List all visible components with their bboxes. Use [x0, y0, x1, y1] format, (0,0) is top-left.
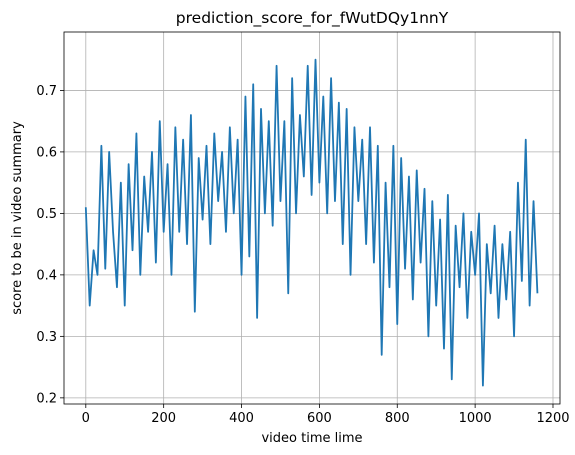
- y-tick-label: 0.5: [36, 207, 57, 222]
- x-tick-label: 800: [385, 411, 410, 426]
- x-axis-label: video time lime: [261, 431, 362, 446]
- x-tick-label: 400: [229, 411, 254, 426]
- x-axis-ticks: 0 200 400 600 800 1000 1200: [82, 404, 570, 426]
- plot-frame: [63, 31, 561, 405]
- chart-title: prediction_score_for_fWutDQy1nnY: [176, 9, 449, 28]
- y-tick-label: 0.7: [36, 84, 57, 99]
- x-tick-label: 1200: [536, 411, 569, 426]
- series-layer: [84, 58, 539, 387]
- x-tick-label: 600: [307, 411, 332, 426]
- y-tick-label: 0.6: [36, 145, 57, 160]
- y-axis-label: score to be in video summary: [10, 121, 25, 315]
- x-tick-label: 0: [82, 411, 90, 426]
- y-tick-label: 0.4: [36, 268, 57, 283]
- y-axis-ticks: 0.2 0.3 0.4 0.5 0.6 0.7: [36, 84, 64, 406]
- series-line-0: [84, 58, 539, 387]
- x-tick-label: 200: [151, 411, 176, 426]
- y-tick-label: 0.3: [36, 330, 57, 345]
- x-tick-label: 1000: [459, 411, 492, 426]
- y-tick-label: 0.2: [36, 391, 57, 406]
